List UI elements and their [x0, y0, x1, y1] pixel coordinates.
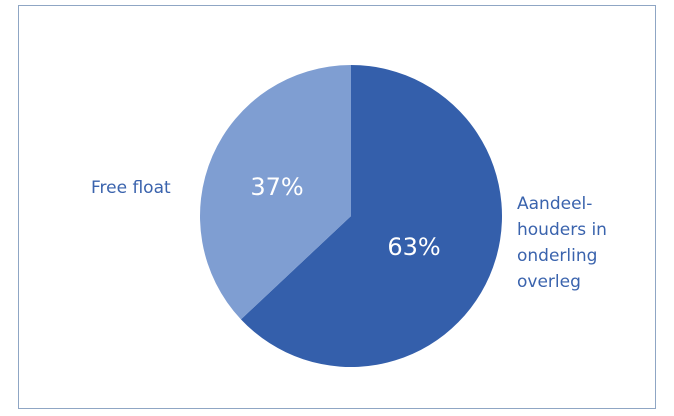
- slice-value-label-free-float: 37%: [250, 173, 303, 201]
- category-label-free-float: Free float: [91, 178, 171, 198]
- pie-slice-free-float: [199, 65, 351, 320]
- category-label-shareholders-line-1: Aandeel-: [517, 194, 592, 214]
- category-label-shareholders-line-4: overleg: [517, 272, 581, 292]
- category-label-shareholders: Aandeel- houders in onderling overleg: [517, 194, 612, 292]
- pie-slices: [199, 65, 503, 367]
- category-label-free-float-line-1: Free float: [91, 178, 171, 198]
- category-label-shareholders-line-2: houders in: [517, 220, 607, 240]
- slice-value-label-shareholders: 63%: [387, 233, 440, 261]
- pie-slice-shareholders: [240, 65, 503, 367]
- category-label-shareholders-line-3: onderling: [517, 246, 597, 266]
